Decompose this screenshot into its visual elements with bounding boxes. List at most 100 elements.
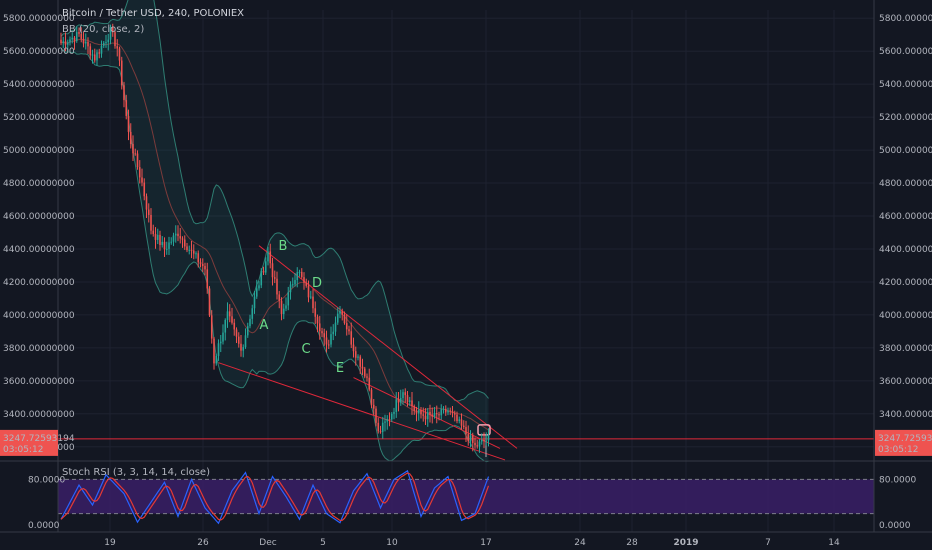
candle-body <box>422 414 425 416</box>
candle-body <box>132 144 134 154</box>
candle-body <box>120 60 123 86</box>
candle-body <box>332 331 335 335</box>
candle-body <box>143 182 146 197</box>
candle-body <box>165 248 168 250</box>
candle-body <box>294 280 296 285</box>
candle-body <box>186 246 188 251</box>
candle-body <box>62 41 65 44</box>
symbol-title: Bitcoin / Tether USD, 240, POLONIEX <box>62 8 245 19</box>
candle-body <box>188 249 191 251</box>
candle-body <box>291 284 294 286</box>
candle-body <box>199 262 202 264</box>
candle-body <box>485 440 488 442</box>
candle-body <box>336 313 339 323</box>
candle-body <box>71 37 74 40</box>
candle-body <box>222 332 224 342</box>
price-tick-left: 5800.00000000 <box>3 14 75 24</box>
candle-body <box>273 277 276 279</box>
candle-body <box>89 46 92 56</box>
price-tick-right: 5400.00000000 <box>879 80 932 90</box>
price-tick-left: 4600.00000000 <box>3 212 75 222</box>
candle-body <box>219 341 222 344</box>
candle-body <box>246 326 249 336</box>
time-tick: 2019 <box>673 538 698 548</box>
candle-body <box>210 315 213 339</box>
candle-body <box>431 414 434 417</box>
candle-body <box>370 389 373 405</box>
indicator-label[interactable]: BB (20, close, 2) <box>62 24 145 35</box>
candle-body <box>404 392 407 396</box>
candle-body <box>253 296 256 309</box>
candle-body <box>312 296 314 309</box>
price-tick-right: 5200.00000000 <box>879 113 932 123</box>
candle-body <box>469 435 472 442</box>
candle-body <box>177 233 179 237</box>
candle-body <box>334 322 337 332</box>
candle-body <box>215 355 218 364</box>
candle-body <box>368 377 371 390</box>
candle-body <box>411 400 413 407</box>
candle-body <box>352 344 355 352</box>
price-tick-right: 5600.00000000 <box>879 47 932 57</box>
time-tick: 17 <box>480 538 491 548</box>
candle-body <box>233 322 236 330</box>
wave-label-b: B <box>279 239 288 254</box>
candle-body <box>251 308 254 319</box>
candle-body <box>350 331 353 345</box>
price-tick-left: 5400.00000000 <box>3 80 75 90</box>
current-price-label: 3247.72593194 <box>3 434 75 444</box>
candle-body <box>138 167 141 178</box>
candle-body <box>402 392 404 399</box>
price-tick-left: 5000.00000000 <box>3 146 75 156</box>
candle-body <box>258 285 260 289</box>
candle-body <box>66 42 69 45</box>
candle-body <box>420 410 422 415</box>
candle-body <box>447 410 449 413</box>
candle-body <box>395 399 398 412</box>
candle-body <box>154 233 157 240</box>
rsi-tick-left: 0.0000 <box>28 521 60 531</box>
candle-body <box>98 52 101 54</box>
candle-body <box>300 271 303 278</box>
stoch-d-line <box>60 472 490 522</box>
candle-body <box>93 54 96 61</box>
candle-body <box>435 413 438 415</box>
candle-body <box>467 434 470 442</box>
candle-body <box>123 85 125 101</box>
candle-body <box>440 409 443 416</box>
candle-body <box>267 251 269 262</box>
candle-body <box>296 272 299 281</box>
current-price-label: 3247.72593194 <box>878 434 932 444</box>
rsi-label[interactable]: Stoch RSI (3, 3, 14, 14, close) <box>62 467 210 478</box>
candle-body <box>361 366 364 369</box>
candle-body <box>397 399 400 403</box>
time-tick: 14 <box>828 538 840 548</box>
candle-body <box>327 344 330 346</box>
candle-body <box>339 310 341 314</box>
candle-body <box>102 42 105 46</box>
candle-body <box>159 234 161 245</box>
candle-body <box>217 343 220 356</box>
candle-body <box>192 250 195 254</box>
candle-body <box>321 331 323 334</box>
candle-body <box>487 434 490 441</box>
price-tick-right: 3800.00000000 <box>879 344 932 354</box>
candle-body <box>156 234 159 240</box>
price-tick-left: 4200.00000000 <box>3 278 75 288</box>
price-badge <box>0 429 58 456</box>
time-tick: 24 <box>574 538 586 548</box>
candle-body <box>206 269 209 289</box>
candle-body <box>181 238 184 240</box>
price-tick-right: 3600.00000000 <box>879 377 932 387</box>
candle-body <box>174 233 177 236</box>
candle-body <box>359 356 362 367</box>
candle-body <box>278 294 281 301</box>
candle-body <box>197 253 200 263</box>
time-tick: 5 <box>320 538 326 548</box>
candle-body <box>242 347 245 351</box>
candle-body <box>134 153 137 155</box>
candle-body <box>424 415 427 420</box>
candle-body <box>91 54 94 56</box>
